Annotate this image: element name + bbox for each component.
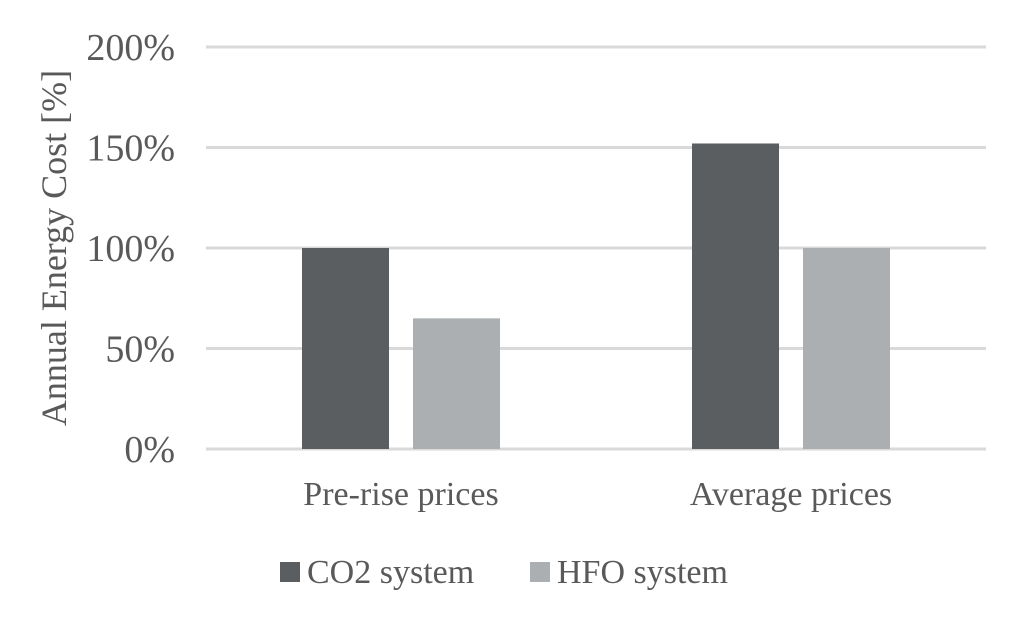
legend-swatch-1 xyxy=(530,562,550,582)
y-tick-labels: 0% 50% 100% 150% 200% xyxy=(86,27,175,471)
bar-hfo-system-0 xyxy=(413,318,500,449)
y-tick-label-4: 200% xyxy=(86,27,175,69)
y-axis-title: Annual Energy Cost [%] xyxy=(34,70,74,426)
bar-co2-system-1 xyxy=(692,143,779,450)
legend: CO2 system HFO system xyxy=(280,554,728,591)
y-tick-label-3: 150% xyxy=(86,128,175,170)
x-category-labels: Pre-rise prices Average prices xyxy=(303,476,892,513)
y-tick-label-0: 0% xyxy=(124,429,175,471)
y-tick-label-2: 100% xyxy=(86,228,175,270)
legend-swatch-0 xyxy=(280,562,300,582)
bar-hfo-system-1 xyxy=(803,248,890,449)
legend-label-0: CO2 system xyxy=(307,554,474,591)
bar-co2-system-0 xyxy=(302,248,389,449)
x-category-label-0: Pre-rise prices xyxy=(303,476,498,513)
y-tick-label-1: 50% xyxy=(105,329,175,371)
bars xyxy=(302,143,890,450)
legend-label-1: HFO system xyxy=(557,554,728,591)
x-category-label-1: Average prices xyxy=(690,476,892,513)
